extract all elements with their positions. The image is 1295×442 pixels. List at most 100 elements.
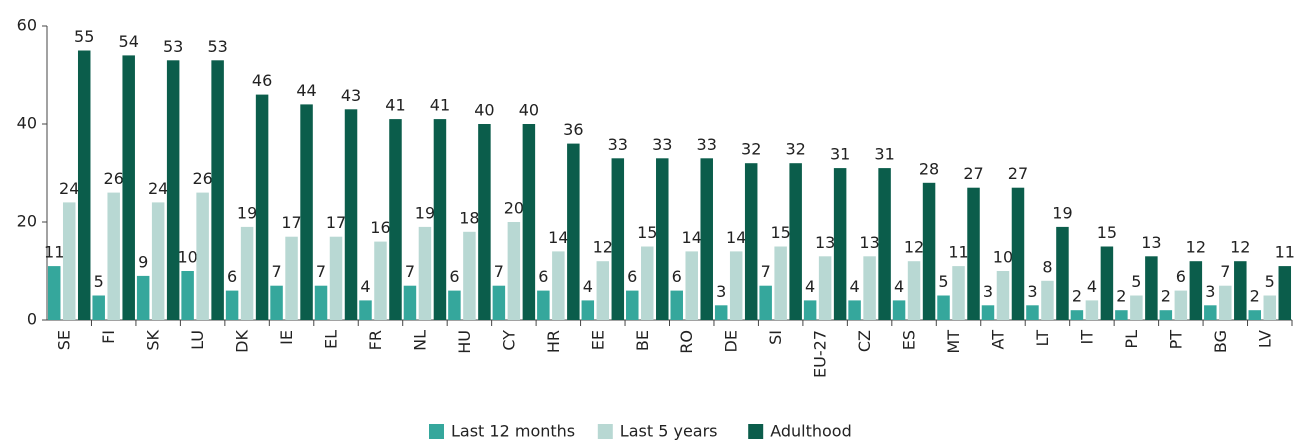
- bar: [1085, 300, 1099, 320]
- data-label: 7: [494, 262, 504, 281]
- data-label: 43: [341, 86, 361, 105]
- bar: [656, 158, 669, 320]
- x-tick-label: EU-27: [811, 330, 830, 378]
- data-label: 6: [227, 267, 237, 286]
- bar: [1248, 310, 1262, 320]
- data-label: 4: [849, 277, 859, 296]
- bar: [255, 94, 269, 320]
- data-label: 14: [682, 228, 702, 247]
- bar: [492, 285, 506, 320]
- x-tick-label: IT: [1077, 330, 1096, 345]
- data-label: 12: [904, 238, 924, 257]
- data-label: 28: [919, 159, 939, 178]
- bar: [1204, 305, 1217, 320]
- data-label: 54: [119, 32, 139, 51]
- bar: [374, 241, 387, 320]
- bar: [685, 251, 698, 320]
- data-label: 41: [430, 96, 450, 115]
- bar: [448, 290, 461, 320]
- data-label: 19: [415, 203, 435, 222]
- x-tick-label: AT: [988, 330, 1007, 350]
- y-tick-label: 0: [27, 310, 37, 329]
- data-label: 20: [504, 199, 524, 218]
- bar: [270, 285, 283, 320]
- x-tick-label: HR: [544, 330, 563, 353]
- data-label: 15: [1097, 223, 1117, 242]
- legend-label: Adulthood: [770, 422, 852, 441]
- legend-swatch: [429, 424, 444, 439]
- bar: [522, 124, 536, 320]
- x-tick-label: FR: [366, 330, 385, 350]
- data-label: 7: [405, 262, 415, 281]
- data-label: 6: [449, 267, 459, 286]
- data-label: 31: [830, 145, 850, 164]
- data-label: 5: [1265, 272, 1275, 291]
- x-tick-label: LU: [188, 330, 207, 350]
- data-label: 3: [1027, 282, 1037, 301]
- x-tick-label: CZ: [855, 330, 874, 352]
- x-tick-label: ES: [900, 330, 919, 350]
- x-tick-label: MT: [944, 330, 963, 354]
- data-label: 5: [938, 272, 948, 291]
- bar: [151, 202, 165, 320]
- bar: [581, 300, 595, 320]
- bar: [1219, 285, 1232, 320]
- bar: [922, 182, 936, 320]
- y-tick-label: 60: [17, 16, 37, 35]
- bar: [196, 192, 209, 320]
- bar: [981, 305, 995, 320]
- bar: [1056, 226, 1069, 320]
- bar: [848, 300, 861, 320]
- data-label: 12: [593, 238, 613, 257]
- data-label: 4: [360, 277, 370, 296]
- x-tick-label: EE: [588, 330, 607, 350]
- data-label: 17: [281, 213, 301, 232]
- bar: [567, 143, 580, 320]
- data-label: 12: [1230, 238, 1250, 257]
- bar: [1011, 187, 1025, 320]
- bar: [818, 256, 832, 320]
- data-label: 14: [548, 228, 568, 247]
- data-label: 53: [207, 37, 227, 56]
- bar: [833, 168, 847, 320]
- bar: [433, 119, 447, 320]
- legend-swatch: [748, 424, 764, 439]
- data-label: 4: [805, 277, 815, 296]
- bar: [700, 158, 713, 320]
- bar: [952, 266, 965, 320]
- data-label: 33: [652, 135, 672, 154]
- x-tick-label: CY: [499, 330, 518, 351]
- bar: [1159, 310, 1173, 320]
- bar: [1263, 295, 1277, 320]
- data-label: 6: [672, 267, 682, 286]
- data-label: 11: [1275, 243, 1295, 262]
- data-label: 3: [983, 282, 993, 301]
- y-tick-label: 20: [17, 212, 37, 231]
- data-label: 2: [1250, 287, 1260, 306]
- data-label: 9: [138, 252, 148, 271]
- bar: [107, 192, 120, 320]
- data-label: 11: [948, 243, 968, 262]
- bar: [478, 124, 491, 320]
- legend-label: Last 12 months: [451, 422, 575, 441]
- data-label: 32: [741, 140, 761, 159]
- bar: [136, 275, 150, 320]
- data-label: 40: [519, 101, 539, 120]
- data-label: 13: [1141, 233, 1161, 252]
- bar: [92, 295, 105, 320]
- data-label: 10: [993, 248, 1013, 267]
- x-tick-label: DK: [233, 329, 252, 352]
- data-label: 33: [608, 135, 628, 154]
- x-tick-label: PT: [1166, 330, 1185, 350]
- legend-label: Last 5 years: [620, 422, 718, 441]
- data-label: 27: [1008, 164, 1028, 183]
- data-label: 3: [1205, 282, 1215, 301]
- data-label: 7: [1220, 262, 1230, 281]
- data-label: 4: [583, 277, 593, 296]
- bar: [907, 261, 921, 320]
- x-tick-label: FI: [99, 330, 118, 344]
- data-label: 7: [316, 262, 326, 281]
- bar: [47, 266, 61, 320]
- x-tick-label: LV: [1255, 330, 1274, 348]
- bar: [729, 251, 743, 320]
